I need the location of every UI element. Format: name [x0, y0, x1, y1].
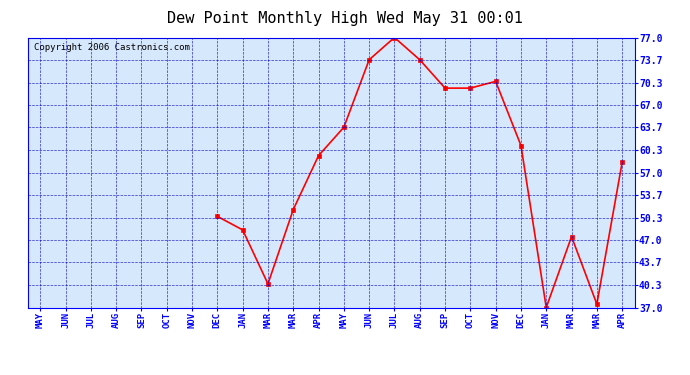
Text: Dew Point Monthly High Wed May 31 00:01: Dew Point Monthly High Wed May 31 00:01	[167, 11, 523, 26]
Text: Copyright 2006 Castronics.com: Copyright 2006 Castronics.com	[34, 43, 190, 52]
